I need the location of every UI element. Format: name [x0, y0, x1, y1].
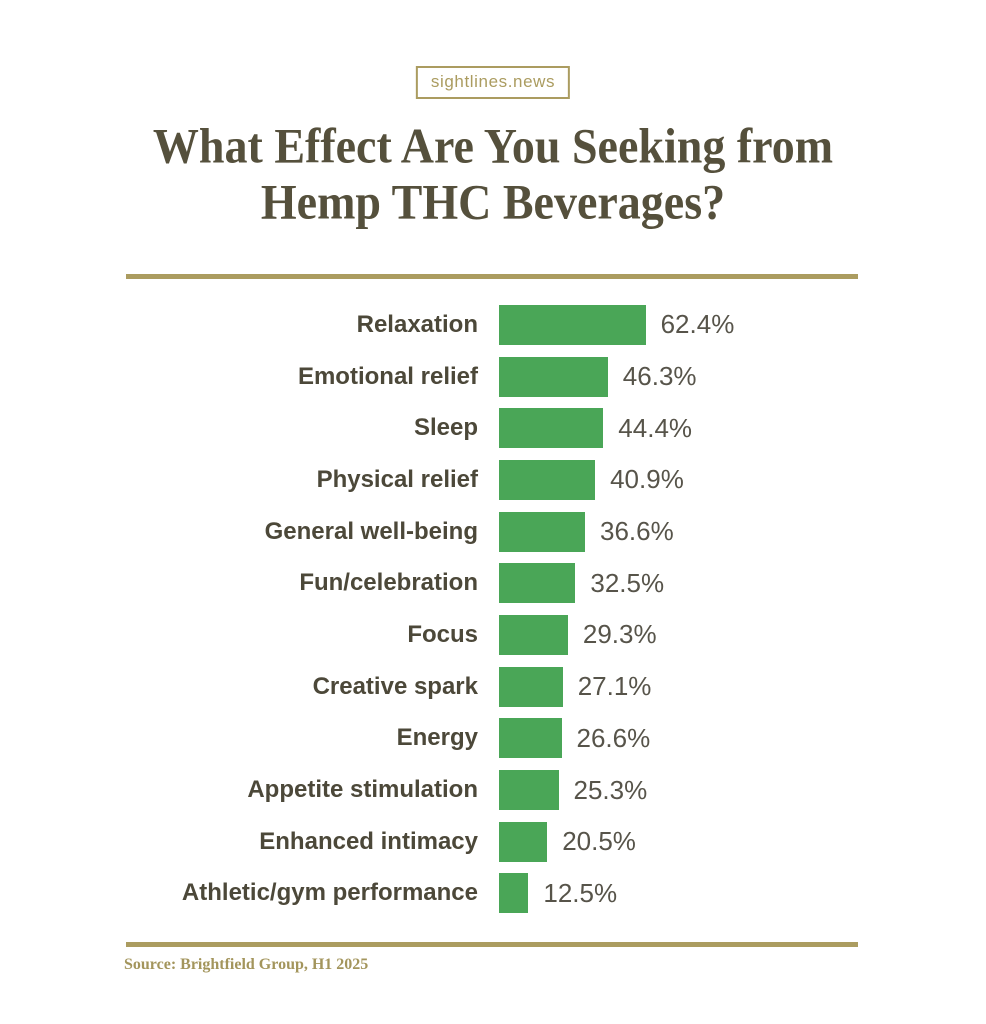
- bar-label: Focus: [407, 620, 478, 648]
- chart-row: Appetite stimulation 25.3%: [0, 764, 986, 816]
- bar-label: Emotional relief: [297, 362, 478, 390]
- bar-value: 26.6%: [576, 722, 651, 753]
- bar-chart: Relaxation 62.4% Emotional relief 46.3% Slee…: [0, 299, 986, 919]
- chart-row: Physical relief 40.9%: [0, 454, 986, 506]
- bar-label: General well-being: [264, 517, 478, 545]
- bar-label: Energy: [396, 724, 478, 752]
- chart-row: General well-being 36.6%: [0, 506, 986, 558]
- chart-rows: Relaxation 62.4% Emotional relief 46.3% Slee…: [0, 299, 986, 919]
- chart-row: Energy 26.6%: [0, 713, 986, 765]
- divider-top: [126, 274, 858, 279]
- bar-value: 46.3%: [622, 361, 697, 392]
- bar: [499, 666, 563, 707]
- bar-value: 20.5%: [562, 826, 636, 857]
- bar-value: 36.6%: [600, 516, 674, 547]
- chart-row: Relaxation 62.4%: [0, 299, 986, 351]
- bar-label: Enhanced intimacy: [259, 827, 478, 855]
- bar-label: Relaxation: [356, 310, 478, 338]
- bar-label: Athletic/gym performance: [181, 879, 478, 907]
- bar-label: Creative spark: [312, 672, 478, 700]
- bar: [499, 770, 559, 811]
- bar: [499, 356, 608, 397]
- bar-value: 62.4%: [660, 309, 735, 340]
- chart-row: Creative spark 27.1%: [0, 661, 986, 713]
- bar: [499, 408, 604, 449]
- bar-value: 40.9%: [610, 464, 684, 495]
- bar: [499, 718, 562, 759]
- chart-row: Athletic/gym performance 12.5%: [0, 868, 986, 920]
- chart-row: Enhanced intimacy 20.5%: [0, 816, 986, 868]
- bar-value: 25.3%: [573, 774, 648, 805]
- bar: [499, 563, 576, 604]
- bar-value: 12.5%: [543, 877, 618, 908]
- brand-badge: sightlines.news: [415, 66, 571, 99]
- chart-row: Fun/celebration 32.5%: [0, 557, 986, 609]
- bar: [499, 873, 529, 914]
- bar-label: Appetite stimulation: [247, 776, 478, 804]
- page-title-line-1: What Effect Are You Seeking from: [152, 118, 834, 174]
- bar: [499, 821, 548, 862]
- bar-label: Sleep: [413, 414, 478, 442]
- bar-value: 44.4%: [618, 412, 693, 443]
- bar: [499, 511, 585, 552]
- bar-label: Fun/celebration: [299, 569, 478, 597]
- bar-value: 29.3%: [582, 619, 657, 650]
- chart-row: Focus 29.3%: [0, 609, 986, 661]
- bar: [499, 459, 596, 500]
- bar: [499, 304, 646, 345]
- divider-bottom: [126, 942, 858, 947]
- bar-value: 27.1%: [577, 671, 652, 702]
- page-title: What Effect Are You Seeking from Hemp THC…: [0, 118, 986, 230]
- chart-row: Sleep 44.4%: [0, 402, 986, 454]
- bar-label: Physical relief: [316, 465, 478, 493]
- bar: [499, 614, 568, 655]
- bar-value: 32.5%: [590, 567, 665, 598]
- page-title-line-2: Hemp THC Beverages?: [260, 174, 726, 230]
- source-attribution: Source: Brightfield Group, H1 2025: [124, 956, 369, 973]
- chart-row: Emotional relief 46.3%: [0, 351, 986, 403]
